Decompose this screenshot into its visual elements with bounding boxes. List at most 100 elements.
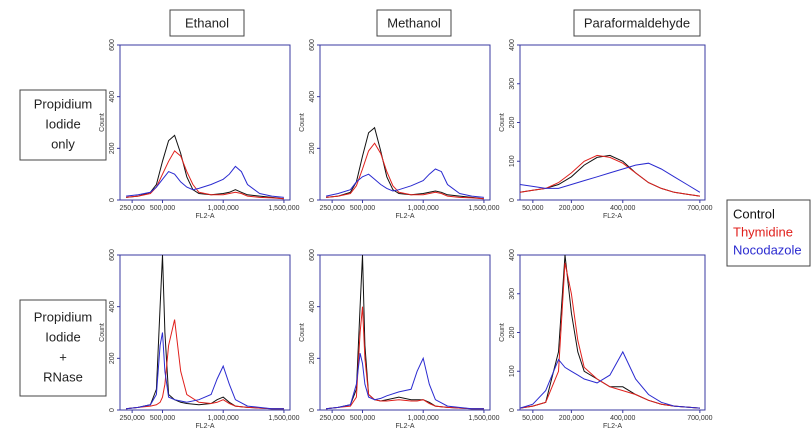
plot-area [519, 254, 706, 411]
panel: 0 100 200 300 400 50,000 200,000 400,000 700,000… [499, 249, 713, 430]
x-tick-label: 250,000 [319, 415, 344, 422]
y-tick-label: 400 [309, 91, 316, 103]
x-tick-label: 50,000 [522, 205, 544, 212]
legend-entry: Control [733, 206, 775, 221]
x-axis-label: FL2-A [395, 213, 414, 220]
y-axis-label: Count [499, 113, 506, 132]
x-tick-label: 500,000 [350, 415, 375, 422]
y-tick-label: 0 [309, 408, 316, 412]
x-axis-label: FL2-A [395, 423, 414, 430]
series-line [325, 168, 484, 198]
row-label: only [51, 136, 75, 151]
y-tick-label: 200 [109, 352, 116, 364]
y-tick-label: 200 [509, 327, 516, 339]
y-tick-label: 100 [509, 155, 516, 167]
y-tick-label: 300 [509, 78, 516, 90]
x-tick-label: 1,500,000 [268, 205, 299, 212]
plot-area [319, 44, 491, 201]
row-label-box [19, 89, 107, 161]
legend-entry: Nocodazole [733, 242, 802, 257]
x-tick-label: 1,500,000 [468, 205, 499, 212]
y-axis-label: Count [99, 113, 106, 132]
x-tick-label: 1,500,000 [468, 415, 499, 422]
row-label: RNase [43, 369, 83, 384]
row-label: Propidium [34, 96, 93, 111]
x-tick-label: 500,000 [350, 205, 375, 212]
row-label-box [19, 299, 107, 397]
x-tick-label: 1,000,000 [208, 205, 239, 212]
y-tick-label: 200 [309, 352, 316, 364]
x-tick-label: 500,000 [150, 415, 175, 422]
plot-area [519, 44, 706, 201]
column-header-box [376, 9, 452, 37]
row-label: Propidium [34, 309, 93, 324]
y-tick-label: 600 [309, 39, 316, 51]
series-line [126, 150, 284, 200]
x-tick-label: 250,000 [119, 415, 144, 422]
series-line [326, 306, 484, 410]
x-tick-label: 250,000 [319, 205, 344, 212]
legend-box [726, 199, 811, 267]
x-axis-label: FL2-A [603, 423, 622, 430]
x-tick-label: 400,000 [610, 205, 635, 212]
plot-area [319, 254, 491, 411]
y-tick-label: 600 [309, 249, 316, 261]
y-tick-label: 0 [309, 198, 316, 202]
y-tick-label: 200 [309, 142, 316, 154]
row-label: + [59, 349, 67, 364]
x-tick-label: 700,000 [687, 205, 712, 212]
series-line [126, 165, 284, 198]
x-tick-label: 400,000 [610, 415, 635, 422]
x-axis-label: FL2-A [195, 213, 214, 220]
series-line [126, 134, 284, 200]
x-axis-label: FL2-A [195, 423, 214, 430]
x-tick-label: 500,000 [150, 205, 175, 212]
column-header: Methanol [387, 15, 441, 30]
x-axis-label: FL2-A [603, 213, 622, 220]
panel: 0 200 400 600 250,000 500,000 1,000,000 1,500,0… [299, 249, 500, 430]
y-tick-label: 200 [109, 142, 116, 154]
x-tick-label: 1,500,000 [268, 415, 299, 422]
y-tick-label: 0 [109, 408, 116, 412]
panel: 0 200 400 600 250,000 500,000 1,000,000 1,500,0… [99, 39, 300, 220]
x-tick-label: 200,000 [559, 415, 584, 422]
y-tick-label: 400 [509, 39, 516, 51]
row-label: Iodide [45, 329, 80, 344]
legend-entry: Thymidine [733, 224, 793, 239]
series-line [519, 262, 700, 409]
y-tick-label: 600 [109, 249, 116, 261]
y-tick-label: 600 [109, 39, 116, 51]
x-tick-label: 1,000,000 [408, 415, 439, 422]
x-tick-label: 700,000 [687, 415, 712, 422]
series-line [519, 350, 700, 409]
y-tick-label: 0 [509, 198, 516, 202]
y-tick-label: 0 [509, 408, 516, 412]
x-tick-label: 250,000 [119, 205, 144, 212]
x-tick-label: 50,000 [522, 415, 544, 422]
y-tick-label: 400 [109, 301, 116, 313]
column-header: Paraformaldehyde [584, 15, 690, 30]
y-tick-label: 400 [109, 91, 116, 103]
plot-area [119, 254, 291, 411]
y-tick-label: 400 [509, 249, 516, 261]
plot-area [119, 44, 291, 201]
y-axis-label: Count [299, 113, 306, 132]
y-axis-label: Count [499, 323, 506, 342]
series-line [519, 154, 700, 197]
y-axis-label: Count [99, 323, 106, 342]
panel: 0 200 400 600 250,000 500,000 1,000,000 1,500,0… [99, 249, 300, 430]
series-line [326, 353, 484, 410]
x-tick-label: 200,000 [559, 205, 584, 212]
column-header-box [573, 9, 701, 37]
y-axis-label: Count [299, 323, 306, 342]
panel: 0 100 200 300 400 50,000 200,000 400,000 700,000… [499, 39, 713, 220]
series-line [519, 162, 701, 193]
y-tick-label: 100 [509, 365, 516, 377]
series-line [126, 332, 284, 410]
series-line [326, 126, 484, 200]
y-tick-label: 0 [109, 198, 116, 202]
column-header: Ethanol [185, 15, 229, 30]
column-header-box [169, 9, 245, 37]
y-tick-label: 200 [509, 117, 516, 129]
